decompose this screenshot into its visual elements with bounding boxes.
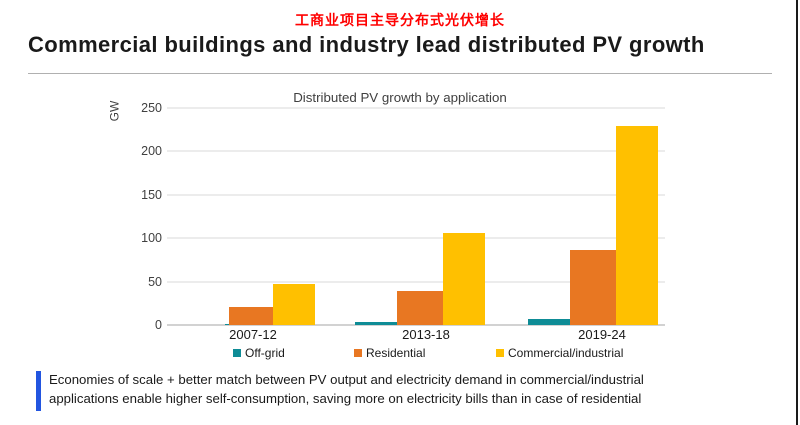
svg-text:0: 0 <box>155 318 162 332</box>
svg-text:250: 250 <box>141 101 162 115</box>
svg-text:2007-12: 2007-12 <box>229 327 277 342</box>
svg-text:150: 150 <box>141 188 162 202</box>
svg-text:100: 100 <box>141 231 162 245</box>
svg-text:2013-18: 2013-18 <box>402 327 450 342</box>
svg-text:50: 50 <box>148 275 162 289</box>
svg-text:200: 200 <box>141 144 162 158</box>
svg-text:2019-24: 2019-24 <box>578 327 626 342</box>
